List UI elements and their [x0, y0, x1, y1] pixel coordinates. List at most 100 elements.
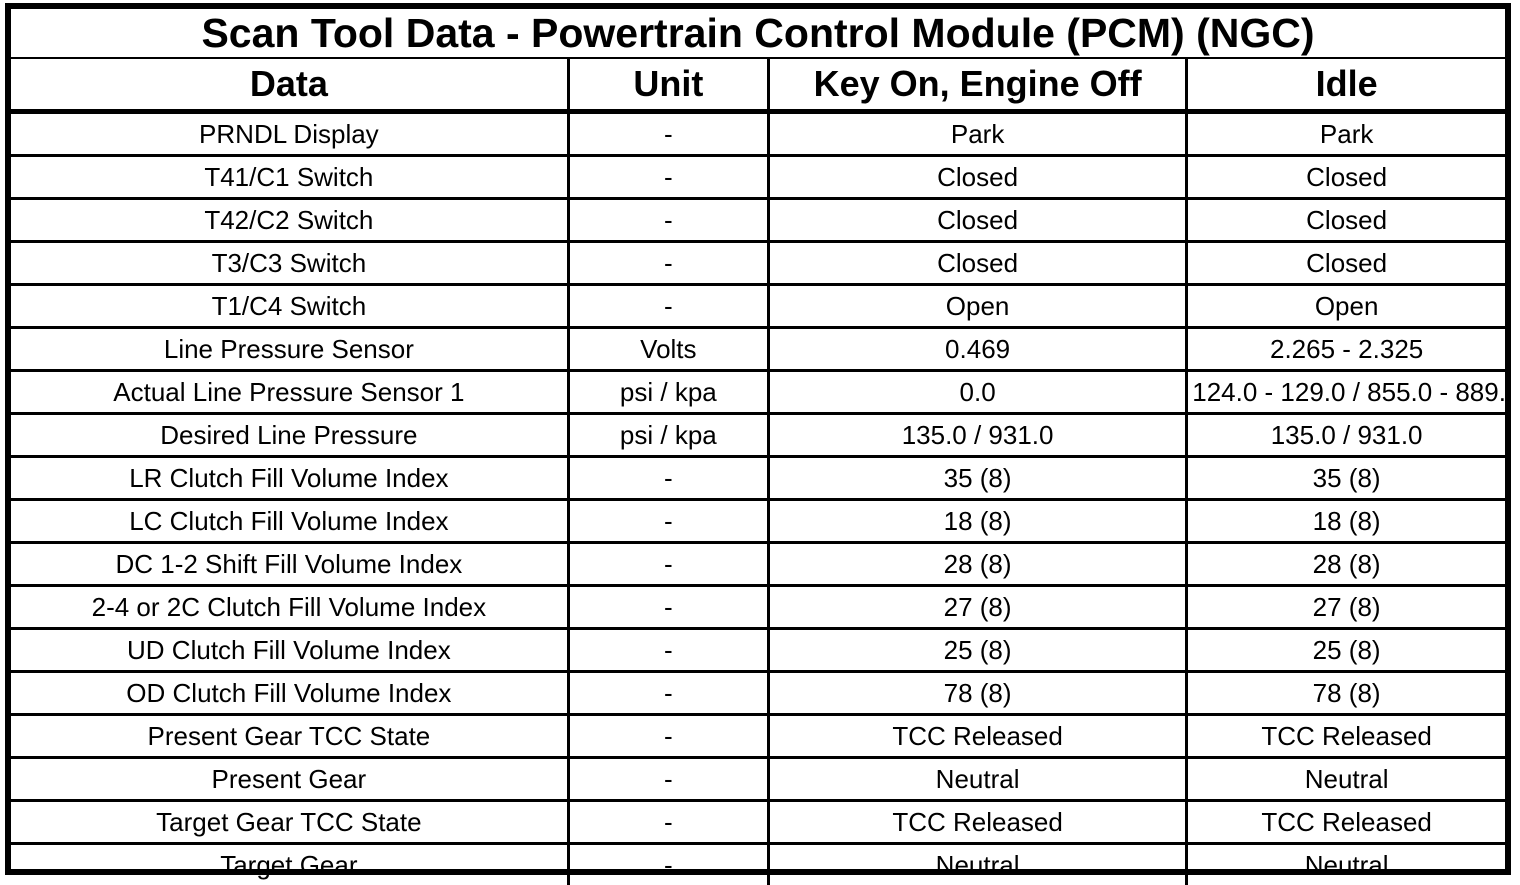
table-row: T3/C3 Switch - Closed Closed	[11, 242, 1505, 285]
table-row: DC 1-2 Shift Fill Volume Index - 28 (8) …	[11, 543, 1505, 586]
column-header-idle: Idle	[1187, 58, 1505, 112]
cell-unit: psi / kpa	[568, 371, 768, 414]
cell-unit: -	[568, 500, 768, 543]
cell-key-on-engine-off: 25 (8)	[768, 629, 1186, 672]
cell-key-on-engine-off: 18 (8)	[768, 500, 1186, 543]
table-row: LR Clutch Fill Volume Index - 35 (8) 35 …	[11, 457, 1505, 500]
cell-unit: -	[568, 156, 768, 199]
cell-key-on-engine-off: 0.469	[768, 328, 1186, 371]
table-row: Target Gear - Neutral Neutral	[11, 844, 1505, 885]
table-row: LC Clutch Fill Volume Index - 18 (8) 18 …	[11, 500, 1505, 543]
cell-data: LC Clutch Fill Volume Index	[11, 500, 568, 543]
cell-key-on-engine-off: 78 (8)	[768, 672, 1186, 715]
table-row: Target Gear TCC State - TCC Released TCC…	[11, 801, 1505, 844]
cell-idle: TCC Released	[1187, 801, 1505, 844]
cell-unit: -	[568, 629, 768, 672]
cell-unit: -	[568, 715, 768, 758]
column-header-data: Data	[11, 58, 568, 112]
cell-key-on-engine-off: TCC Released	[768, 801, 1186, 844]
cell-data: Target Gear	[11, 844, 568, 885]
cell-idle: 27 (8)	[1187, 586, 1505, 629]
cell-idle: 25 (8)	[1187, 629, 1505, 672]
cell-data: Target Gear TCC State	[11, 801, 568, 844]
cell-data: Desired Line Pressure	[11, 414, 568, 457]
table-row: T1/C4 Switch - Open Open	[11, 285, 1505, 328]
table-row: Present Gear - Neutral Neutral	[11, 758, 1505, 801]
cell-unit: -	[568, 801, 768, 844]
cell-unit: -	[568, 242, 768, 285]
cell-idle: 18 (8)	[1187, 500, 1505, 543]
table-title: Scan Tool Data - Powertrain Control Modu…	[11, 9, 1505, 58]
cell-data: LR Clutch Fill Volume Index	[11, 457, 568, 500]
cell-key-on-engine-off: 28 (8)	[768, 543, 1186, 586]
cell-key-on-engine-off: Closed	[768, 199, 1186, 242]
table-row: T41/C1 Switch - Closed Closed	[11, 156, 1505, 199]
column-header-key-on-engine-off: Key On, Engine Off	[768, 58, 1186, 112]
cell-key-on-engine-off: Open	[768, 285, 1186, 328]
cell-key-on-engine-off: Park	[768, 112, 1186, 156]
column-header-unit: Unit	[568, 58, 768, 112]
cell-idle: Closed	[1187, 199, 1505, 242]
cell-data: T41/C1 Switch	[11, 156, 568, 199]
table-row: Line Pressure Sensor Volts 0.469 2.265 -…	[11, 328, 1505, 371]
table-row: Actual Line Pressure Sensor 1 psi / kpa …	[11, 371, 1505, 414]
table-body: PRNDL Display - Park Park T41/C1 Switch …	[11, 112, 1505, 885]
cell-unit: -	[568, 844, 768, 885]
cell-idle: Park	[1187, 112, 1505, 156]
cell-data: UD Clutch Fill Volume Index	[11, 629, 568, 672]
cell-idle: Closed	[1187, 242, 1505, 285]
cell-data: Actual Line Pressure Sensor 1	[11, 371, 568, 414]
cell-idle: Open	[1187, 285, 1505, 328]
cell-idle: TCC Released	[1187, 715, 1505, 758]
cell-idle: Closed	[1187, 156, 1505, 199]
cell-data: OD Clutch Fill Volume Index	[11, 672, 568, 715]
cell-key-on-engine-off: TCC Released	[768, 715, 1186, 758]
cell-unit: -	[568, 112, 768, 156]
cell-unit: -	[568, 586, 768, 629]
cell-key-on-engine-off: Closed	[768, 156, 1186, 199]
table-row: 2-4 or 2C Clutch Fill Volume Index - 27 …	[11, 586, 1505, 629]
cell-idle: Neutral	[1187, 758, 1505, 801]
cell-data: T42/C2 Switch	[11, 199, 568, 242]
cell-data: Present Gear	[11, 758, 568, 801]
cell-unit: -	[568, 672, 768, 715]
cell-key-on-engine-off: 0.0	[768, 371, 1186, 414]
cell-key-on-engine-off: 27 (8)	[768, 586, 1186, 629]
cell-unit: -	[568, 543, 768, 586]
cell-idle: 135.0 / 931.0	[1187, 414, 1505, 457]
cell-key-on-engine-off: 135.0 / 931.0	[768, 414, 1186, 457]
cell-idle: 35 (8)	[1187, 457, 1505, 500]
cell-idle: 78 (8)	[1187, 672, 1505, 715]
cell-data: PRNDL Display	[11, 112, 568, 156]
cell-idle: 2.265 - 2.325	[1187, 328, 1505, 371]
cell-key-on-engine-off: 35 (8)	[768, 457, 1186, 500]
cell-data: Present Gear TCC State	[11, 715, 568, 758]
table-title-row: Scan Tool Data - Powertrain Control Modu…	[11, 9, 1505, 58]
cell-idle: 124.0 - 129.0 / 855.0 - 889.0	[1187, 371, 1505, 414]
cell-unit: -	[568, 199, 768, 242]
table-row: PRNDL Display - Park Park	[11, 112, 1505, 156]
cell-unit: psi / kpa	[568, 414, 768, 457]
cell-unit: -	[568, 285, 768, 328]
table-row: Present Gear TCC State - TCC Released TC…	[11, 715, 1505, 758]
cell-data: DC 1-2 Shift Fill Volume Index	[11, 543, 568, 586]
cell-data: T3/C3 Switch	[11, 242, 568, 285]
table-header-row: Data Unit Key On, Engine Off Idle	[11, 58, 1505, 112]
cell-unit: -	[568, 758, 768, 801]
cell-key-on-engine-off: Neutral	[768, 758, 1186, 801]
cell-data: T1/C4 Switch	[11, 285, 568, 328]
scan-tool-data-table-page: Scan Tool Data - Powertrain Control Modu…	[5, 3, 1511, 875]
scan-tool-data-table: Scan Tool Data - Powertrain Control Modu…	[11, 9, 1505, 885]
cell-unit: Volts	[568, 328, 768, 371]
cell-data: Line Pressure Sensor	[11, 328, 568, 371]
cell-key-on-engine-off: Neutral	[768, 844, 1186, 885]
cell-unit: -	[568, 457, 768, 500]
cell-data: 2-4 or 2C Clutch Fill Volume Index	[11, 586, 568, 629]
cell-key-on-engine-off: Closed	[768, 242, 1186, 285]
cell-idle: Neutral	[1187, 844, 1505, 885]
table-row: T42/C2 Switch - Closed Closed	[11, 199, 1505, 242]
cell-idle: 28 (8)	[1187, 543, 1505, 586]
table-row: Desired Line Pressure psi / kpa 135.0 / …	[11, 414, 1505, 457]
table-row: UD Clutch Fill Volume Index - 25 (8) 25 …	[11, 629, 1505, 672]
table-row: OD Clutch Fill Volume Index - 78 (8) 78 …	[11, 672, 1505, 715]
